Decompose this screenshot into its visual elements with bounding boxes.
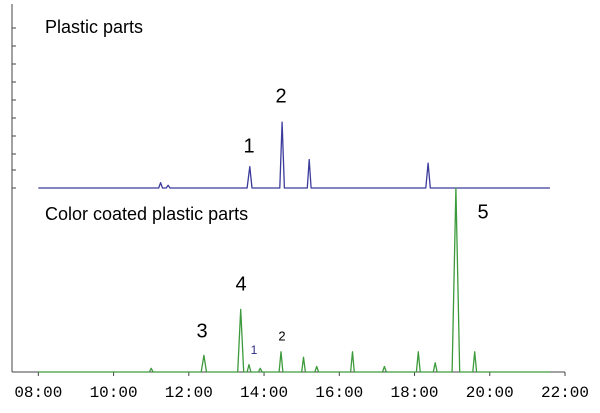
- left-axis: [11, 4, 16, 372]
- x-tick-label: 10:00: [90, 384, 138, 402]
- peak-label: 5: [477, 201, 488, 223]
- peak-label: 2: [275, 85, 286, 107]
- x-tick-label: 22:00: [541, 384, 589, 402]
- peak-label: 1: [251, 343, 258, 357]
- peak-label: 1: [243, 135, 254, 157]
- x-tick-label: 08:00: [14, 384, 62, 402]
- panel-title: Plastic parts: [45, 17, 143, 37]
- x-tick-label: 14:00: [240, 384, 288, 402]
- peak-label: 2: [278, 328, 285, 343]
- x-tick-label: 12:00: [165, 384, 213, 402]
- panel-title: Color coated plastic parts: [45, 204, 248, 224]
- x-tick-label: 18:00: [391, 384, 439, 402]
- peak-label: 4: [235, 273, 246, 295]
- trace: [38, 187, 550, 373]
- x-tick-label: 16:00: [315, 384, 363, 402]
- trace: [38, 121, 550, 189]
- x-tick-label: 20:00: [466, 384, 514, 402]
- peak-label: 3: [196, 320, 207, 342]
